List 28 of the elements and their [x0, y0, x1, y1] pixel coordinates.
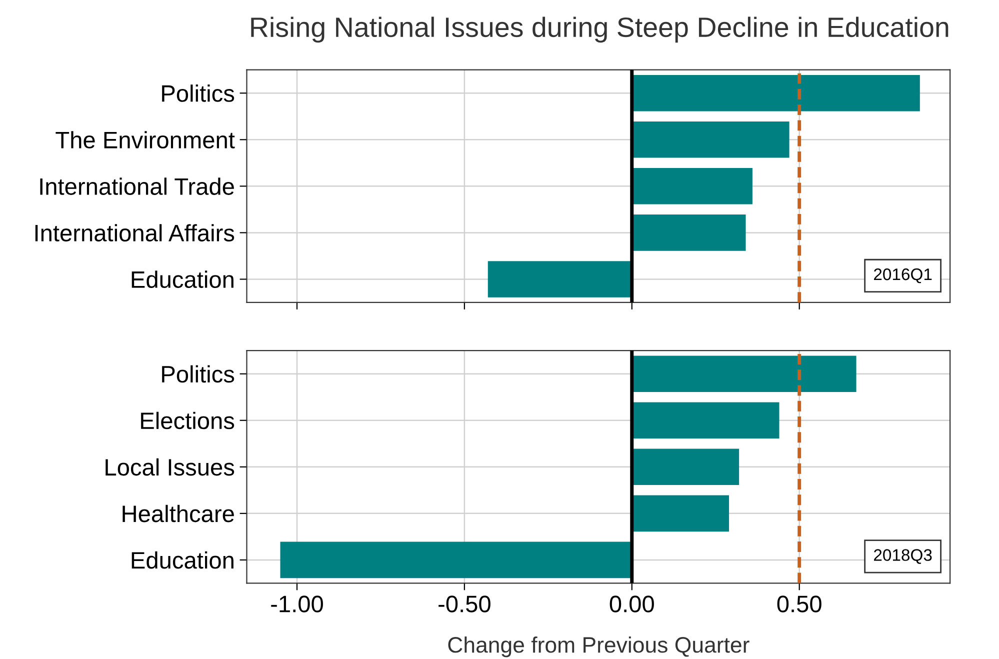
bar [632, 356, 856, 392]
x-tick-label: 0.00 [610, 596, 654, 612]
x-tick-label: 0.50 [777, 596, 822, 612]
y-tick-label: Politics [162, 84, 234, 102]
x-tick-label: -0.50 [438, 596, 490, 612]
bar [632, 214, 746, 251]
y-tick-label: International Trade [40, 178, 234, 195]
bar [632, 448, 740, 486]
y-tick-label: Education [132, 551, 234, 569]
y-tick-label: Local Issues [106, 458, 234, 476]
bar [632, 495, 730, 532]
bar [632, 168, 752, 204]
x-axis-title: Change from Previous Quarter [448, 636, 750, 658]
bar [632, 121, 790, 158]
annotation: 2018Q3 [874, 549, 932, 564]
y-tick-label: Healthcare [122, 504, 234, 522]
bar [632, 74, 920, 112]
bar [488, 261, 632, 298]
y-tick-label: International Affairs [35, 224, 234, 242]
bar [632, 402, 780, 439]
x-tick-label: -1.00 [271, 596, 323, 612]
y-tick-label: Politics [162, 365, 234, 383]
y-tick-label: Education [132, 270, 234, 288]
y-tick-label: Elections [141, 412, 234, 430]
bar [280, 542, 632, 578]
annotation: 2016Q1 [874, 268, 932, 284]
chart-title: Rising National Issues during Steep Decline in Education [251, 16, 948, 43]
y-tick-label: The Environment [56, 131, 235, 148]
